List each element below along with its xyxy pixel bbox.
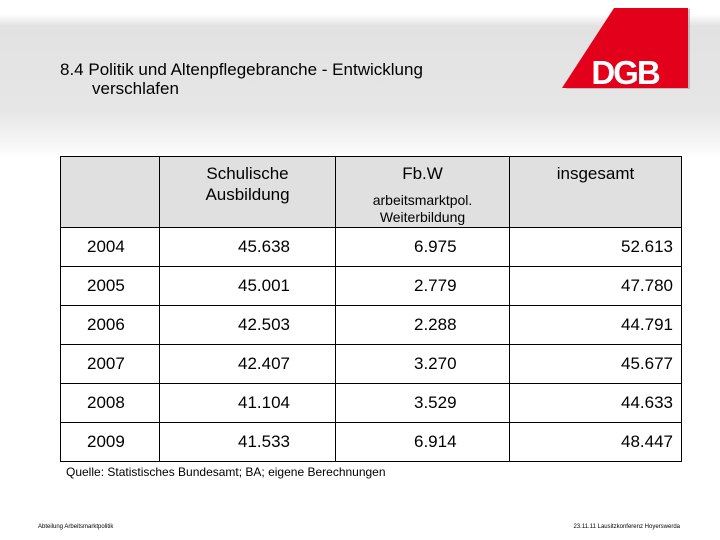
- footer-date-event: 23.11.11 Lausitzkonferenz Hoyerswerda: [573, 524, 680, 530]
- slide-title: 8.4 Politik und Altenpflegebranche - Ent…: [60, 60, 423, 98]
- fbw-cell: 2.779: [335, 266, 510, 306]
- total-cell: 44.633: [509, 383, 682, 423]
- header-schulische-line1: Schulische: [206, 164, 289, 183]
- year-cell: 2006: [60, 305, 160, 345]
- fbw-cell: 2.288: [335, 305, 510, 345]
- schulisch-cell: 42.407: [159, 344, 336, 384]
- data-table: Schulische Ausbildung Fb.W arbeitsmarktp…: [60, 156, 682, 462]
- header-fbw-sub-line2: Weiterbildung: [379, 209, 466, 225]
- year-cell: 2004: [60, 227, 160, 267]
- total-cell: 48.447: [509, 422, 682, 462]
- schulisch-cell: 41.104: [159, 383, 336, 423]
- schulisch-cell: 41.533: [159, 422, 336, 462]
- year-cell: 2007: [60, 344, 160, 384]
- header-insgesamt: insgesamt: [509, 156, 682, 228]
- total-cell: 44.791: [509, 305, 682, 345]
- footer-department: Abteilung Arbeitsmarktpolitik: [38, 524, 114, 530]
- header-fbw-main: Fb.W: [402, 164, 443, 183]
- logo-parallelogram: [562, 8, 688, 88]
- fbw-cell: 6.914: [335, 422, 510, 462]
- total-cell: 47.780: [509, 266, 682, 306]
- table-row: 2007 42.407 3.270 45.677: [60, 344, 682, 384]
- year-cell: 2009: [60, 422, 160, 462]
- schulisch-cell: 45.638: [159, 227, 336, 267]
- table-row: 2005 45.001 2.779 47.780: [60, 266, 682, 306]
- header-schulische-ausbildung: Schulische Ausbildung: [159, 156, 336, 228]
- header-insgesamt-label: insgesamt: [556, 164, 635, 183]
- fbw-cell: 3.270: [335, 344, 510, 384]
- table-row: 2009 41.533 6.914 48.447: [60, 422, 682, 462]
- title-line-1: 8.4 Politik und Altenpflegebranche - Ent…: [60, 60, 423, 79]
- title-line-2: verschlafen: [92, 79, 179, 98]
- total-cell: 45.677: [509, 344, 682, 384]
- source-note: Quelle: Statistisches Bundesamt; BA; eig…: [66, 465, 386, 479]
- header-empty-cell: [60, 156, 160, 228]
- year-cell: 2005: [60, 266, 160, 306]
- table-row: 2006 42.503 2.288 44.791: [60, 305, 682, 345]
- header-fbw-sub-line1: arbeitsmarktpol.: [372, 192, 473, 208]
- header-schulische-line2: Ausbildung: [205, 185, 290, 204]
- schulisch-cell: 42.503: [159, 305, 336, 345]
- year-cell: 2008: [60, 383, 160, 423]
- fbw-cell: 3.529: [335, 383, 510, 423]
- dgb-logo: DGB: [562, 8, 690, 91]
- header-row: Schulische Ausbildung Fb.W arbeitsmarktp…: [60, 156, 682, 228]
- table-row: 2004 45.638 6.975 52.613: [60, 227, 682, 267]
- schulisch-cell: 45.001: [159, 266, 336, 306]
- header-fbw: Fb.W arbeitsmarktpol. Weiterbildung: [335, 156, 510, 228]
- logo-text: DGB: [591, 54, 660, 91]
- table-row: 2008 41.104 3.529 44.633: [60, 383, 682, 423]
- total-cell: 52.613: [509, 227, 682, 267]
- fbw-cell: 6.975: [335, 227, 510, 267]
